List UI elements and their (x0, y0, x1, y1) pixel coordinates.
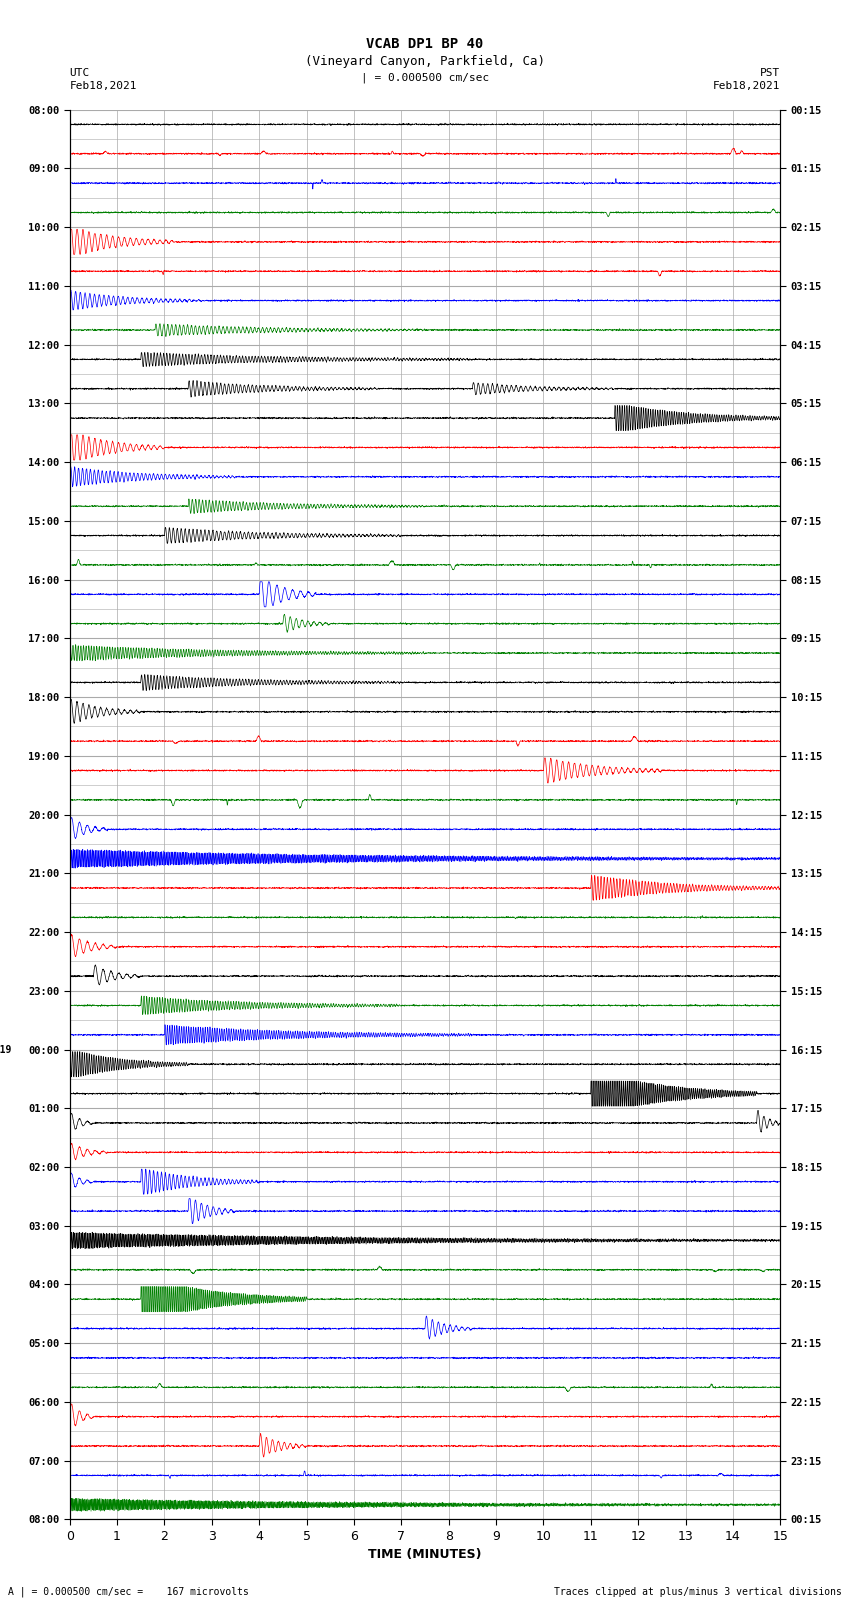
Text: PST: PST (760, 68, 780, 77)
Text: Feb19: Feb19 (0, 1045, 11, 1055)
Text: Feb18,2021: Feb18,2021 (70, 81, 137, 90)
Text: UTC: UTC (70, 68, 90, 77)
Text: Feb18,2021: Feb18,2021 (713, 81, 780, 90)
Text: | = 0.000500 cm/sec: | = 0.000500 cm/sec (361, 73, 489, 84)
Text: (Vineyard Canyon, Parkfield, Ca): (Vineyard Canyon, Parkfield, Ca) (305, 55, 545, 68)
Text: Traces clipped at plus/minus 3 vertical divisions: Traces clipped at plus/minus 3 vertical … (553, 1587, 842, 1597)
Text: A | = 0.000500 cm/sec =    167 microvolts: A | = 0.000500 cm/sec = 167 microvolts (8, 1586, 249, 1597)
Text: VCAB DP1 BP 40: VCAB DP1 BP 40 (366, 37, 484, 52)
X-axis label: TIME (MINUTES): TIME (MINUTES) (368, 1548, 482, 1561)
